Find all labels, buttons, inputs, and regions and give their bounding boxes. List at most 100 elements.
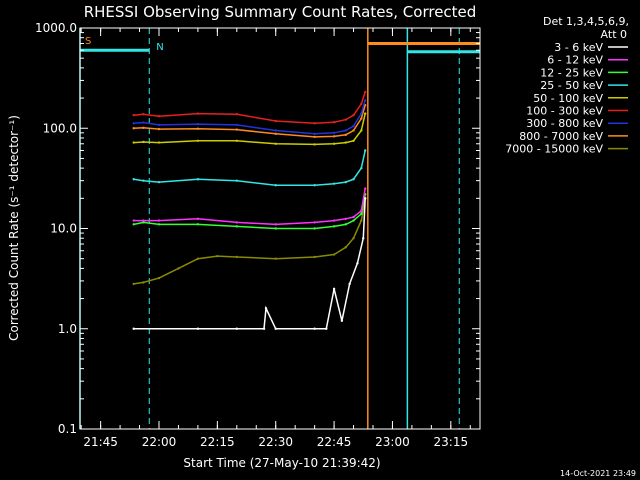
series-point: [364, 112, 367, 115]
y-tick-label: 10.0: [50, 222, 77, 236]
series-point: [142, 179, 145, 182]
chart-title: RHESSI Observing Summary Count Rates, Co…: [84, 3, 477, 21]
series-point: [313, 143, 316, 146]
series-point: [352, 215, 355, 219]
series-point: [132, 327, 135, 330]
series-point: [132, 219, 135, 222]
series-point: [352, 113, 355, 117]
legend-header-line-2: Att 0: [601, 28, 627, 41]
series-line-300to800keV: [133, 100, 366, 135]
series-line-100to300keV: [133, 91, 366, 125]
series-point: [360, 112, 363, 115]
series-point: [313, 227, 316, 230]
series-point: [344, 246, 347, 249]
series-point: [313, 135, 316, 139]
series-point: [352, 178, 355, 181]
series-point: [332, 142, 336, 145]
series-point: [196, 178, 200, 181]
series-point: [344, 129, 347, 132]
series-point: [235, 128, 239, 131]
series-point: [364, 149, 367, 152]
series-point: [157, 141, 161, 144]
series-point: [352, 124, 355, 128]
series-point: [132, 113, 135, 117]
series-point: [313, 184, 316, 187]
y-tick-label: 1.0: [58, 322, 77, 336]
series-point: [142, 121, 145, 124]
series-line-6to12keV: [133, 188, 366, 226]
series-point: [332, 182, 336, 185]
series-point: [235, 139, 239, 142]
series-point: [332, 219, 336, 222]
series-point: [235, 113, 239, 116]
series-point: [348, 282, 351, 286]
series-point: [157, 276, 161, 280]
series-point: [344, 223, 347, 226]
series-point: [356, 262, 359, 265]
series-point: [235, 221, 239, 224]
series-point: [360, 212, 363, 216]
series-point: [313, 221, 316, 224]
series-point: [132, 223, 135, 226]
series-point: [262, 327, 266, 330]
series-point: [360, 209, 363, 213]
series-point: [132, 141, 135, 144]
series-point: [352, 237, 355, 240]
legend-label: 12 - 25 keV: [540, 66, 603, 79]
series-point: [235, 255, 239, 259]
x-tick-label: 23:15: [434, 435, 469, 449]
legend-label: 25 - 50 keV: [540, 79, 603, 92]
series-point: [332, 135, 336, 138]
series-point: [362, 237, 365, 240]
series-point: [196, 122, 200, 126]
timestamp: 14-Oct-2021 23:49: [560, 469, 636, 478]
series-point: [274, 129, 277, 132]
series-point: [364, 187, 367, 190]
y-tick-label: 100.0: [43, 121, 77, 135]
series-point: [360, 219, 363, 222]
series-point: [132, 282, 135, 286]
series-point: [360, 166, 363, 170]
x-tick-label: 22:00: [142, 435, 177, 449]
flag-label-n: N: [156, 42, 163, 53]
series-point: [360, 102, 363, 106]
series-point: [157, 127, 161, 131]
series-point: [364, 197, 367, 200]
y-axis-label: Corrected Count Rate (s⁻¹ detector⁻¹): [7, 115, 21, 341]
series-point: [177, 267, 180, 270]
series-point: [157, 114, 161, 118]
series-point: [196, 257, 200, 260]
series-point: [196, 217, 200, 220]
y-tick-label: 1000.0: [35, 21, 77, 35]
series-point: [344, 217, 347, 220]
series-point: [344, 133, 347, 137]
series-line-7000to15000keV: [133, 198, 366, 285]
series-point: [364, 99, 367, 102]
series-point: [352, 129, 355, 132]
legend-label: 800 - 7000 keV: [519, 130, 603, 143]
series-point: [235, 225, 239, 228]
series-point: [274, 119, 277, 123]
series-point: [196, 112, 200, 115]
series-point: [344, 180, 347, 184]
series-point: [332, 225, 336, 228]
series-line-25to50keV: [133, 150, 366, 187]
series-point: [274, 227, 277, 230]
legend-header-line-1: Det 1,3,4,5,6,9,: [543, 15, 629, 28]
y-tick-label: 0.1: [58, 422, 77, 436]
series-point: [274, 142, 277, 145]
series-point: [157, 180, 161, 184]
x-tick-label: 21:45: [83, 435, 118, 449]
series-point: [274, 132, 277, 136]
series-point: [313, 132, 316, 136]
series-point: [235, 179, 239, 182]
series-point: [360, 117, 363, 120]
series-line-12to25keV: [133, 194, 366, 230]
series-point: [235, 123, 239, 127]
legend-label: 300 - 800 keV: [526, 117, 603, 130]
series-point: [340, 319, 344, 323]
series-point: [325, 327, 328, 330]
series-point: [332, 120, 336, 124]
